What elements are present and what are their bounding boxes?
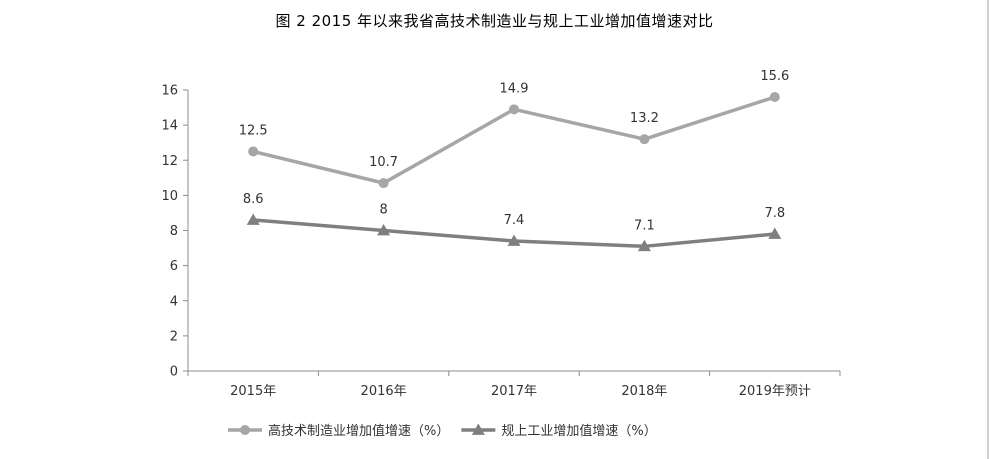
legend-marker-1 bbox=[240, 425, 250, 435]
data-label-1: 15.6 bbox=[760, 69, 789, 84]
legend-label-1: 高技术制造业增加值增速（%） bbox=[268, 423, 449, 439]
data-point-2 bbox=[637, 239, 651, 252]
data-point-1 bbox=[378, 178, 389, 189]
y-tick-label: 6 bbox=[170, 259, 178, 274]
data-label-1: 10.7 bbox=[369, 155, 398, 170]
data-label-2: 8.6 bbox=[243, 192, 264, 207]
y-tick-label: 0 bbox=[170, 365, 178, 380]
y-tick-label: 4 bbox=[170, 294, 178, 309]
data-point-1 bbox=[769, 92, 780, 103]
data-point-1 bbox=[639, 134, 650, 145]
data-label-2: 7.4 bbox=[504, 213, 525, 228]
x-tick-label: 2017年 bbox=[491, 384, 537, 399]
legend-marker-2 bbox=[471, 423, 485, 435]
data-point-2 bbox=[377, 224, 391, 236]
x-tick-label: 2018年 bbox=[621, 384, 667, 399]
chart-legend: 高技术制造业增加值增速（%） 规上工业增加值增速（%） bbox=[228, 423, 657, 439]
data-point-2 bbox=[507, 234, 521, 246]
chart-series: 12.5 10.7 14.9 13.2 15.6 8.6 8 7.4 7.1 7.8 bbox=[239, 69, 789, 252]
y-tick-label: 14 bbox=[161, 119, 178, 134]
x-tick-label: 2019年预计 bbox=[739, 384, 811, 399]
data-label-1: 13.2 bbox=[630, 111, 659, 126]
x-tick-label: 2016年 bbox=[361, 384, 407, 399]
y-tick-label: 12 bbox=[161, 154, 178, 169]
data-point-1 bbox=[509, 104, 519, 115]
data-point-2 bbox=[768, 227, 782, 239]
data-label-1: 12.5 bbox=[239, 123, 268, 138]
chart-title: 图 2 2015 年以来我省高技术制造业与规上工业增加值增速对比 bbox=[275, 12, 714, 30]
chart-axes: 0 2 4 6 8 10 12 14 16 2015年 2016年 2017年 2018年 2019年预计 bbox=[161, 84, 841, 399]
data-label-2: 7.8 bbox=[764, 206, 785, 221]
y-tick-label: 8 bbox=[170, 224, 178, 239]
data-label-1: 14.9 bbox=[500, 81, 529, 96]
y-tick-label: 2 bbox=[170, 329, 178, 344]
legend-label-2: 规上工业增加值增速（%） bbox=[501, 423, 656, 439]
page-right-border bbox=[987, 0, 989, 459]
x-tick-label: 2015年 bbox=[230, 384, 276, 399]
data-point-2 bbox=[246, 213, 260, 225]
data-label-2: 7.1 bbox=[634, 218, 655, 233]
y-tick-label: 16 bbox=[161, 84, 178, 99]
y-tick-label: 10 bbox=[161, 189, 178, 204]
data-point-1 bbox=[248, 146, 259, 157]
data-label-2: 8 bbox=[379, 203, 387, 218]
